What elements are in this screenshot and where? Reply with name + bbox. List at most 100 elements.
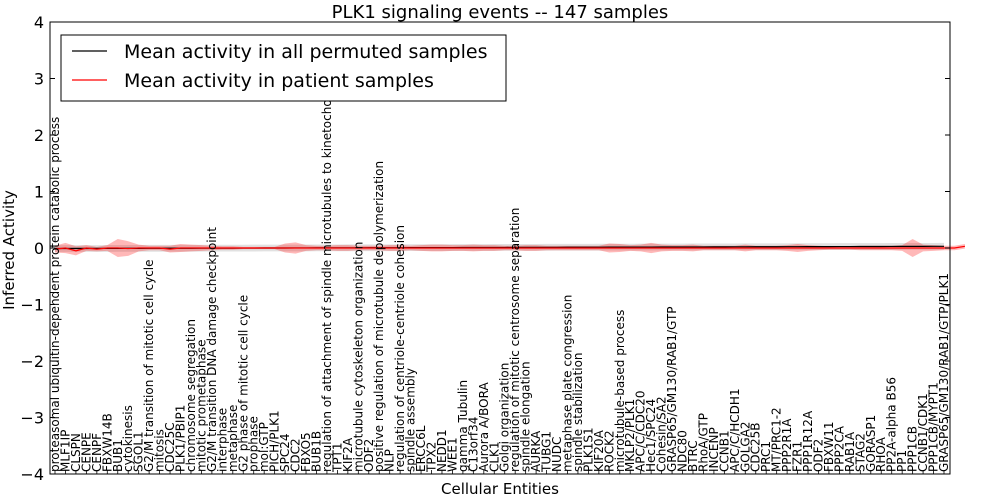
- category-label: BUB1: [111, 439, 125, 472]
- category-label: PLK1S1: [581, 427, 595, 472]
- category-label: ODF2: [362, 439, 376, 472]
- y-tick-label: −3: [20, 409, 44, 428]
- category-label: PP1: [895, 450, 909, 472]
- y-tick-label: 1: [34, 183, 44, 202]
- category-label: PP2A-alpha B56: [885, 377, 899, 472]
- category-label: CENPF: [90, 433, 104, 472]
- y-tick-label: −1: [20, 296, 44, 315]
- category-label: CLK1: [487, 441, 501, 472]
- category-label: Hec1/SPC24: [644, 399, 658, 472]
- category-label: WEE1: [445, 437, 459, 472]
- category-label: CDC25B: [749, 423, 763, 473]
- category-label: CCNB1: [717, 430, 731, 472]
- category-label: mitosis: [153, 429, 167, 472]
- category-label: proteasomal ubiquitin-dependent protein …: [48, 117, 62, 472]
- category-label: G2/M transition of mitotic cell cycle: [142, 259, 156, 472]
- category-label: NLP: [383, 449, 397, 472]
- category-label: PLK1/PBIP1: [174, 405, 188, 472]
- category-label: CENPE: [79, 432, 93, 472]
- category-label: MT/PRC1-2: [770, 407, 784, 472]
- category-label: chromosome segregation: [184, 319, 198, 472]
- category-label: regulation of attachment of spindle micr…: [320, 87, 334, 472]
- category-label: PPP1R12A: [801, 410, 815, 472]
- legend-label-patient: Mean activity in patient samples: [124, 70, 434, 92]
- category-label: PICH/PLK1: [268, 410, 282, 472]
- category-label: FBXW14B: [100, 413, 114, 472]
- category-label: TPX2: [425, 442, 439, 473]
- category-label: ODF2: [811, 439, 825, 472]
- category-label: MKLP2/PLK1: [623, 399, 637, 472]
- category-label: spindle elongation: [519, 361, 533, 472]
- line-layer: [50, 245, 966, 252]
- category-label: ROCK2: [602, 430, 616, 472]
- category-label: interphase: [215, 408, 229, 472]
- category-label: spindle assembly: [404, 368, 418, 472]
- category-label: prophase: [247, 416, 261, 472]
- category-label: NEDD1: [435, 429, 449, 472]
- y-axis-label: Inferred Activity: [0, 190, 18, 310]
- category-label: FBXO5: [299, 432, 313, 472]
- category-label: gamma Tubulin: [456, 380, 470, 472]
- category-label: microtubule-based process: [613, 310, 627, 472]
- category-label: AURKA: [529, 430, 543, 472]
- category-label: PPP2CA: [832, 425, 846, 472]
- category-label: microtubule cytoskeleton organization: [351, 242, 365, 472]
- category-label: GORASP1: [864, 415, 878, 472]
- category-label: BTRC: [686, 440, 700, 472]
- category-label: CLSPN: [69, 433, 83, 472]
- category-label: KIF2A: [341, 437, 355, 472]
- category-label: STAG2: [853, 433, 867, 472]
- category-label: mitotic prometaphase: [194, 340, 208, 473]
- category-label: KIF20A: [592, 429, 606, 472]
- category-label: PPP2R1A: [780, 418, 794, 472]
- category-label: regulation of centriole-centriole cohesi…: [393, 225, 407, 472]
- category-label: G2 phase of mitotic cell cycle: [236, 295, 250, 472]
- category-label: NUDC: [550, 437, 564, 472]
- category-label: positive regulation of microtubule depol…: [372, 161, 386, 472]
- category-label: PPP1CB: [906, 426, 920, 472]
- category-label: spindle stabilization: [571, 352, 585, 472]
- y-tick-label: 0: [34, 239, 44, 258]
- category-label: GRASP65/GM130/RAB1/GTP/PLK1: [937, 273, 951, 472]
- category-label: ERCC6L: [414, 425, 428, 472]
- category-label: TUBG1: [540, 431, 554, 473]
- category-label: FBXW11: [822, 422, 836, 473]
- category-label: metaphase: [226, 405, 240, 472]
- category-label: PRC1: [759, 441, 773, 472]
- category-label: PPP1CB/MYPT1: [927, 382, 941, 472]
- category-label: TPT1: [330, 442, 344, 473]
- patient-mean-line: [54, 245, 966, 252]
- category-label: FZR1: [791, 441, 805, 472]
- category-label: INCENP: [707, 427, 721, 472]
- category-label: CCNB1/CDK1: [916, 393, 930, 472]
- chart-title: PLK1 signaling events -- 147 samples: [332, 2, 669, 23]
- y-tick-label: 3: [34, 70, 44, 89]
- category-label: CDC2: [289, 438, 303, 472]
- category-label: RAB1A: [843, 431, 857, 472]
- category-label: metaphase plate congression: [560, 295, 574, 472]
- legend-box: [60, 34, 507, 102]
- category-label: Aurora A/BORA: [477, 382, 491, 472]
- category-label: MLF1IP: [58, 430, 72, 472]
- y-tick-label: −2: [20, 352, 44, 371]
- category-label: G2/M transition DNA damage checkpoint: [205, 227, 219, 472]
- category-label: BUB1B: [309, 431, 323, 472]
- category-label: CDC25C: [163, 422, 177, 472]
- y-tick-label: 2: [34, 126, 44, 145]
- legend: Mean activity in all permuted samples Me…: [60, 34, 507, 102]
- category-label: NDC80: [676, 430, 690, 472]
- y-tick-label: 4: [34, 13, 44, 32]
- legend-label-permuted: Mean activity in all permuted samples: [124, 41, 487, 63]
- category-label: GOLGA2: [738, 421, 752, 472]
- tick-layer: −4 −3 −2 −1 0 1 2 3 4: [20, 13, 950, 484]
- x-axis-label: Cellular Entities: [441, 480, 559, 498]
- category-label: SPC24: [278, 433, 292, 472]
- category-label: Cohesin/SA2: [655, 396, 669, 472]
- category-label: cytokinesis: [121, 405, 135, 472]
- category-label: RhoA/GTP: [696, 413, 710, 472]
- y-tick-label: −4: [20, 465, 44, 484]
- label-layer: proteasomal ubiquitin-dependent protein …: [48, 87, 951, 473]
- category-label: C13orf34: [466, 417, 480, 472]
- category-label: RHOA: [874, 436, 888, 472]
